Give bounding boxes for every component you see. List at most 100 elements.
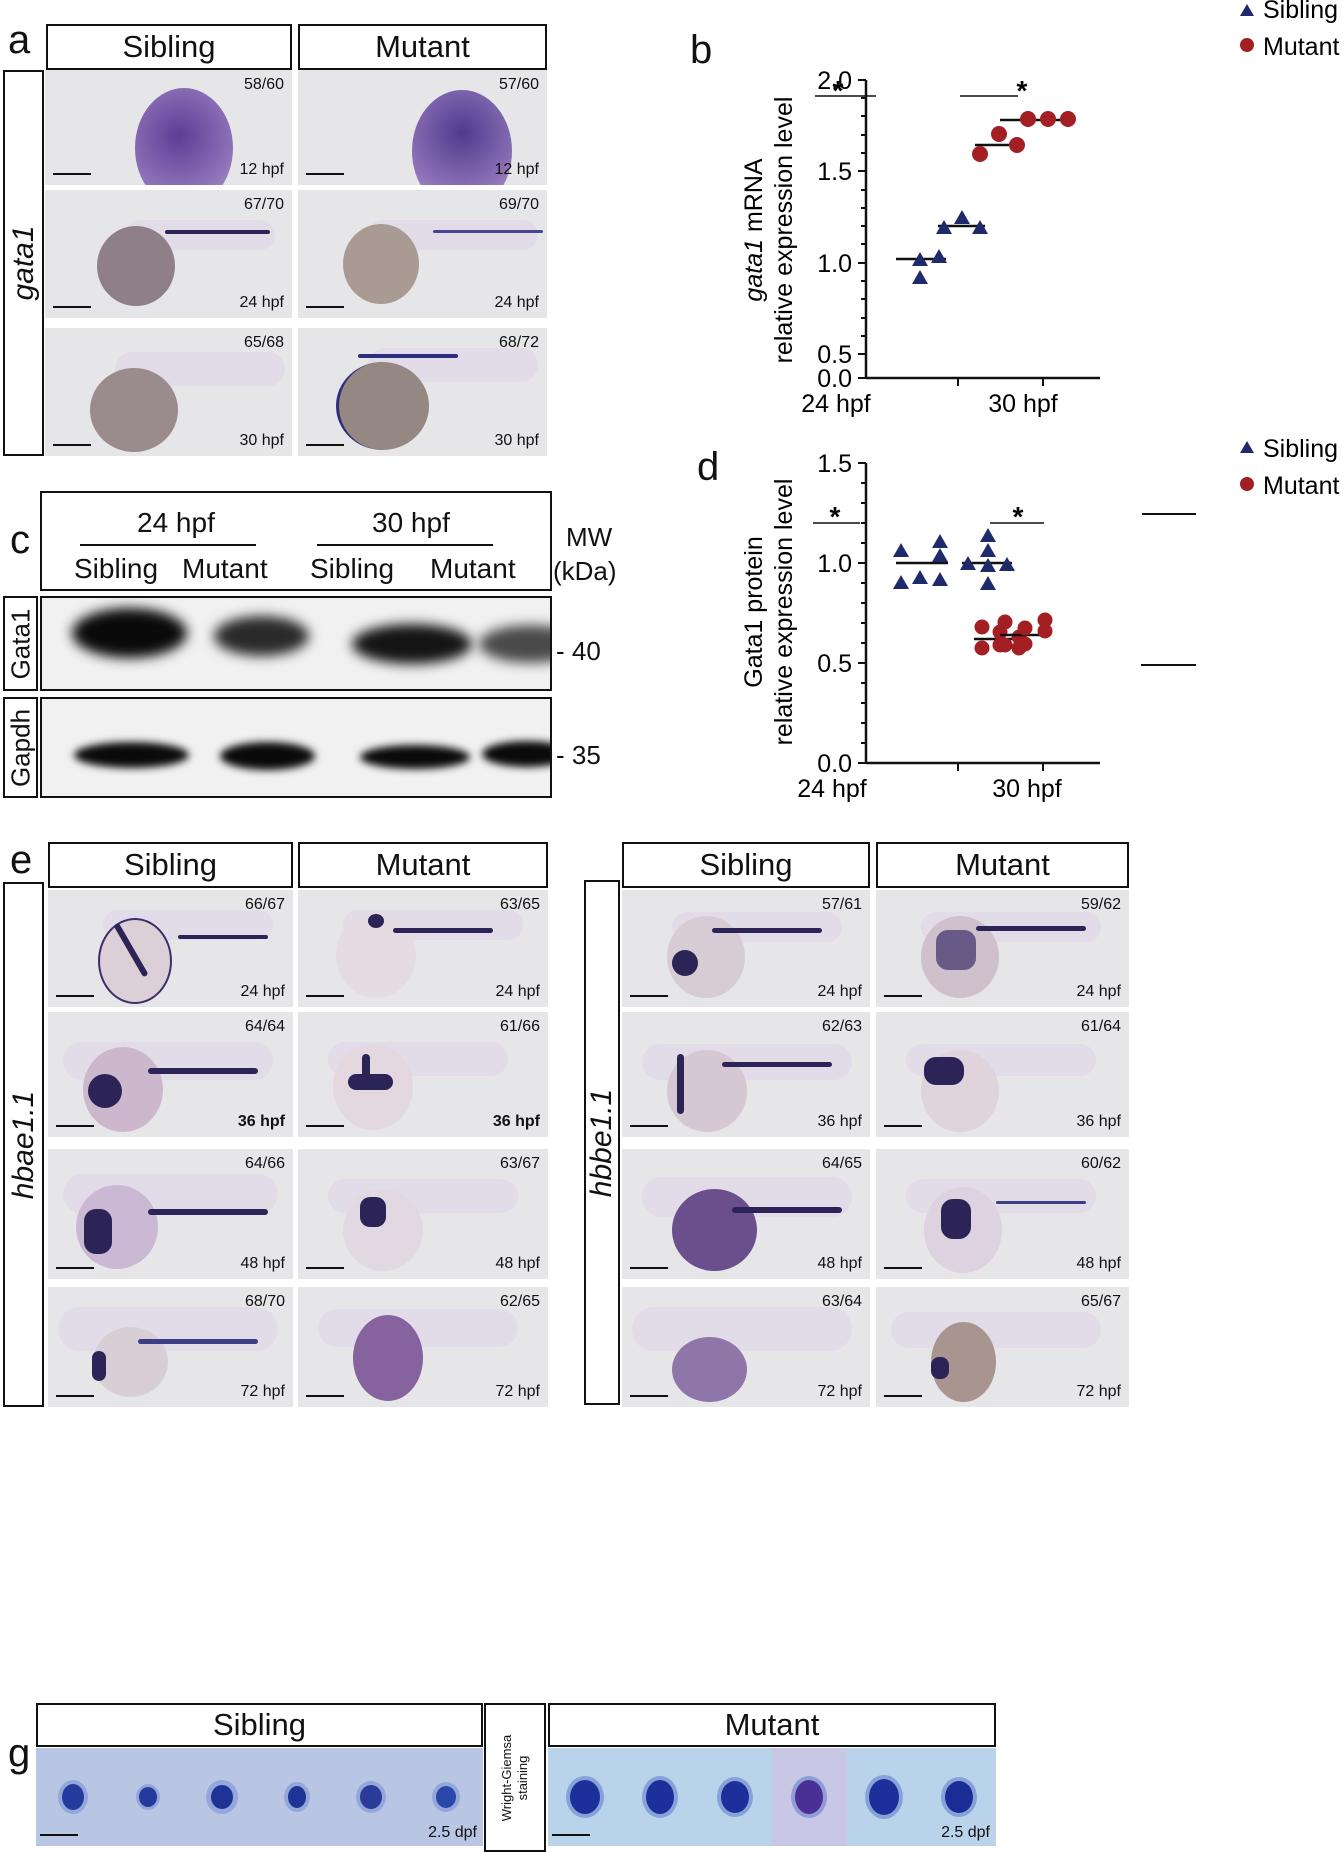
significance-star: * bbox=[1013, 501, 1024, 532]
svg-text:0.5: 0.5 bbox=[817, 650, 852, 678]
mw-marker-35: - 35 bbox=[556, 740, 601, 770]
svg-text:0.0: 0.0 bbox=[817, 365, 852, 393]
scale-bar bbox=[306, 306, 344, 308]
panel-f-row-label-box: hbbe1.1 bbox=[584, 880, 620, 1405]
svg-text:0.0: 0.0 bbox=[817, 750, 852, 778]
legend-sibling-marker bbox=[1240, 441, 1254, 453]
panel-e-header-sibling: Sibling bbox=[48, 842, 293, 888]
panel-b-label: b bbox=[690, 28, 713, 72]
legend-mutant-label: Mutant bbox=[1263, 33, 1339, 61]
ish-image-f-mutant-36hpf: 61/64 36 hpf bbox=[876, 1012, 1129, 1137]
panel-a-row-label-box: gata1 bbox=[3, 70, 44, 456]
panel-e-header-mutant: Mutant bbox=[298, 842, 548, 888]
ish-image-f-sibling-24hpf: 57/61 24 hpf bbox=[622, 890, 870, 1007]
scale-bar bbox=[884, 995, 922, 997]
mw-header-unit: (kDa) bbox=[553, 556, 617, 586]
scale-bar bbox=[630, 1125, 668, 1127]
svg-text:relative expression level: relative expression level bbox=[770, 479, 798, 746]
ish-image-e-mutant-72hpf: 62/65 72 hpf bbox=[298, 1287, 548, 1407]
scale-bar bbox=[306, 173, 344, 175]
chart-b: Sibling Mutant 2.0 1.5 1.0 0.5 0.0 24 hp… bbox=[740, 0, 1339, 418]
ish-image-f-mutant-48hpf: 60/62 48 hpf bbox=[876, 1149, 1129, 1279]
scale-bar bbox=[306, 444, 344, 446]
ish-image-a-mutant-12hpf: 57/60 12 hpf bbox=[298, 70, 547, 185]
svg-text:1.5: 1.5 bbox=[817, 158, 852, 186]
mw-marker-40: - 40 bbox=[556, 636, 601, 666]
legend-sibling-label: Sibling bbox=[1263, 435, 1338, 463]
ish-image-e-sibling-48hpf: 64/66 48 hpf bbox=[48, 1149, 293, 1279]
panel-g-header-sibling: Sibling bbox=[36, 1703, 483, 1747]
lane-label: Mutant bbox=[430, 553, 516, 584]
panel-g-header-mutant: Mutant bbox=[548, 1703, 996, 1747]
panel-e-row-label-box: hbae1.1 bbox=[3, 882, 44, 1407]
stage-label: 2.5 dpf bbox=[941, 1824, 990, 1841]
ish-image-a-sibling-24hpf: 67/70 24 hpf bbox=[45, 190, 292, 318]
svg-text:1.0: 1.0 bbox=[817, 550, 852, 578]
x-tick-30hpf: 30 hpf bbox=[988, 390, 1058, 418]
blood-smear-mutant: 2.5 dpf bbox=[548, 1748, 996, 1846]
stain-label-line2: staining bbox=[515, 1755, 530, 1800]
scale-bar bbox=[630, 995, 668, 997]
scale-bar bbox=[56, 1125, 94, 1127]
ish-image-e-mutant-24hpf: 63/65 24 hpf bbox=[298, 890, 548, 1007]
ish-image-f-sibling-48hpf: 64/65 48 hpf bbox=[622, 1149, 870, 1279]
scale-bar bbox=[884, 1395, 922, 1397]
significance-star: * bbox=[833, 75, 844, 106]
ish-image-f-sibling-36hpf: 62/63 36 hpf bbox=[622, 1012, 870, 1137]
ish-image-a-mutant-30hpf: 68/72 30 hpf bbox=[298, 328, 547, 456]
scale-bar bbox=[552, 1834, 590, 1836]
legend-mutant-marker bbox=[1240, 38, 1254, 52]
panel-a-label: a bbox=[8, 18, 31, 62]
ish-image-e-sibling-36hpf: 64/64 36 hpf bbox=[48, 1012, 293, 1137]
ish-image-a-mutant-24hpf: 69/70 24 hpf bbox=[298, 190, 547, 318]
lane-label: Sibling bbox=[310, 553, 395, 584]
blot-label-box-gata1: Gata1 bbox=[3, 596, 38, 691]
lane-label: Mutant bbox=[182, 553, 268, 584]
ish-image-a-sibling-12hpf: 58/60 12 hpf bbox=[45, 70, 292, 185]
stage-label: 2.5 dpf bbox=[428, 1824, 477, 1841]
stain-label-line1: Wright-Giemsa bbox=[499, 1734, 514, 1821]
legend-sibling-label: Sibling bbox=[1263, 0, 1338, 24]
chart-d: Sibling Mutant 1.5 1.0 0.5 0.0 24 hpf 30… bbox=[740, 435, 1339, 803]
svg-text:2.0: 2.0 bbox=[817, 67, 852, 95]
blot-lane-header: 24 hpf 30 hpf Sibling Mutant Sibling Mut… bbox=[40, 491, 552, 591]
svg-text:1.5: 1.5 bbox=[817, 450, 852, 478]
legend-sibling-marker bbox=[1240, 4, 1254, 16]
gene-label-hbae1-1: hbae1.1 bbox=[6, 1090, 40, 1199]
scale-bar bbox=[53, 306, 91, 308]
ish-image-a-sibling-30hpf: 65/68 30 hpf bbox=[45, 328, 292, 456]
gene-label-hbbe1-1: hbbe1.1 bbox=[585, 1088, 618, 1197]
ish-image-f-mutant-72hpf: 65/67 72 hpf bbox=[876, 1287, 1129, 1407]
scale-bar bbox=[884, 1125, 922, 1127]
panel-c-label: c bbox=[10, 518, 30, 562]
scale-bar bbox=[630, 1395, 668, 1397]
gene-label-gata1: gata1 bbox=[6, 225, 40, 301]
panel-f-header-mutant: Mutant bbox=[876, 842, 1129, 888]
ish-image-f-mutant-24hpf: 59/62 24 hpf bbox=[876, 890, 1129, 1007]
scale-bar bbox=[56, 995, 94, 997]
significance-star: * bbox=[1017, 75, 1028, 106]
svg-text:Gata1 protein: Gata1 protein bbox=[740, 536, 768, 688]
scale-bar bbox=[56, 1267, 94, 1269]
blot-label-box-gapdh: Gapdh bbox=[3, 697, 38, 798]
panel-a-header-sibling: Sibling bbox=[46, 24, 292, 70]
scale-bar bbox=[884, 1267, 922, 1269]
legend-mutant-label: Mutant bbox=[1263, 472, 1339, 500]
svg-text:relative expression level: relative expression level bbox=[770, 97, 798, 364]
scale-bar bbox=[56, 1395, 94, 1397]
stain-label-box: Wright-Giemsa staining bbox=[484, 1703, 546, 1852]
scale-bar bbox=[53, 444, 91, 446]
scale-bar bbox=[306, 1395, 344, 1397]
x-tick-24hpf: 24 hpf bbox=[801, 390, 871, 418]
scale-bar bbox=[53, 173, 91, 175]
mw-header: MW bbox=[566, 522, 613, 552]
scale-bar bbox=[40, 1834, 78, 1836]
panel-g-label: g bbox=[8, 1731, 31, 1775]
ish-image-e-sibling-72hpf: 68/70 72 hpf bbox=[48, 1287, 293, 1407]
scale-bar bbox=[306, 1125, 344, 1127]
lane-label: Sibling bbox=[74, 553, 159, 584]
panel-e-label: e bbox=[10, 838, 33, 882]
panel-f-header-sibling: Sibling bbox=[622, 842, 870, 888]
svg-text:gata1 mRNA: gata1 mRNA bbox=[740, 158, 768, 301]
svg-text:0.5: 0.5 bbox=[817, 341, 852, 369]
